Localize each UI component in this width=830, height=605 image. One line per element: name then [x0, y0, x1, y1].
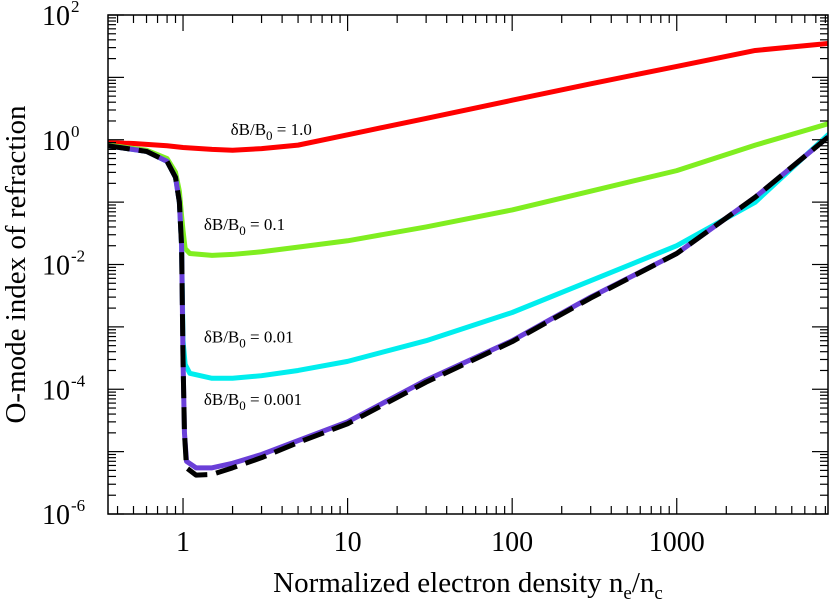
y-tick-exponent: -2	[71, 247, 85, 266]
x-tick-label: 1000	[649, 527, 705, 558]
y-tick-label: 10	[42, 1, 70, 32]
y-tick-exponent: -6	[71, 496, 85, 515]
series-line-3	[108, 134, 828, 471]
y-axis-title: O-mode index of refraction	[0, 105, 32, 424]
y-tick-label: 10	[42, 375, 70, 406]
x-tick-label: 100	[491, 527, 533, 558]
y-tick-label: 10	[42, 126, 70, 157]
axes	[107, 14, 829, 515]
y-tick-label: 10	[42, 500, 70, 531]
series-annotation-3: δB/B0 = 0.001	[204, 390, 302, 413]
x-tick-label: 1	[176, 527, 190, 558]
series-annotation-2: δB/B0 = 0.01	[204, 328, 294, 351]
x-tick-label: 10	[334, 527, 362, 558]
y-tick-exponent: 2	[71, 0, 80, 16]
x-axis-title: Normalized electron density ne/nc	[273, 567, 663, 604]
y-tick-exponent: -4	[71, 371, 86, 390]
series-annotation-0: δB/B0 = 1.0	[231, 120, 312, 143]
y-tick-label: 10	[42, 251, 70, 282]
series-line-4	[108, 135, 828, 478]
y-tick-exponent: 0	[71, 122, 80, 141]
series-line-0	[108, 40, 828, 153]
series-line-1	[108, 121, 828, 258]
plot-area	[108, 40, 828, 478]
series-annotation-1: δB/B0 = 0.1	[204, 215, 285, 238]
plot-frame	[107, 14, 829, 515]
